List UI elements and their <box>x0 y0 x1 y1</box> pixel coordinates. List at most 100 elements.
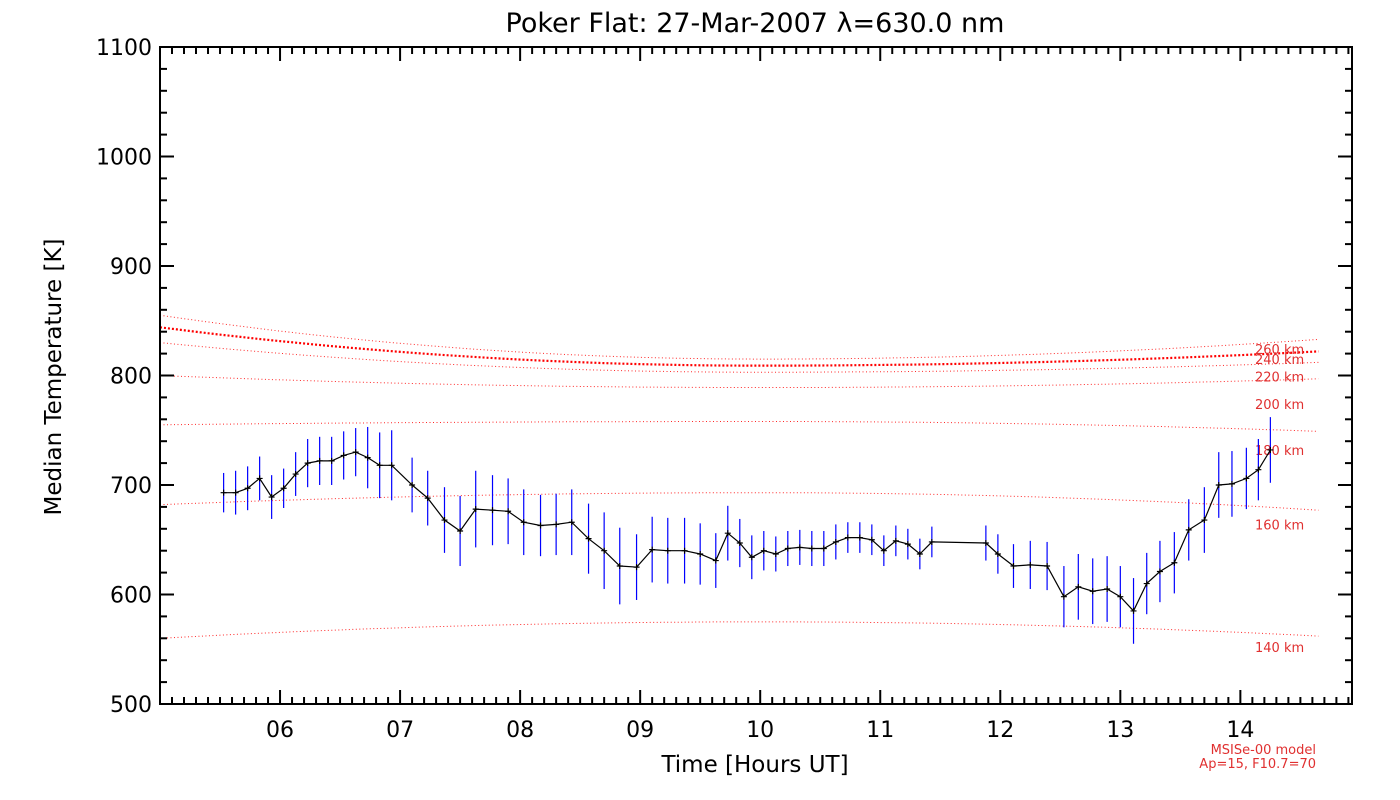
data-point <box>424 495 431 502</box>
x-tick-label: 10 <box>746 718 774 743</box>
data-point <box>1156 568 1163 575</box>
model-curve-label: 180 km <box>1255 444 1304 459</box>
data-point <box>1255 466 1262 473</box>
model-curve <box>159 421 1319 432</box>
model-curve <box>159 326 1319 367</box>
data-point <box>748 554 755 561</box>
measurement-line <box>223 449 1271 612</box>
data-point <box>1075 583 1082 590</box>
data-point <box>1185 526 1192 533</box>
model-curve-label: 160 km <box>1255 518 1304 533</box>
data-point <box>1228 480 1235 487</box>
data-point <box>304 460 311 467</box>
data-point <box>760 547 767 554</box>
data-point <box>616 563 623 570</box>
data-point <box>982 540 989 547</box>
data-point <box>1201 517 1208 524</box>
y-axis-label: Median Temperature [K] <box>41 239 67 516</box>
x-axis-label: Time [Hours UT] <box>660 752 848 778</box>
data-point <box>520 519 527 526</box>
data-point <box>1010 563 1017 570</box>
data-point <box>585 535 592 542</box>
data-point <box>1117 593 1124 600</box>
data-point <box>1171 559 1178 566</box>
data-point <box>489 507 496 514</box>
data-point <box>292 471 299 478</box>
data-point <box>280 485 287 492</box>
data-point <box>1267 446 1274 453</box>
y-tick-label: 1100 <box>96 36 152 61</box>
data-point <box>697 550 704 557</box>
model-curve-label: 140 km <box>1255 641 1304 656</box>
data-point <box>553 521 560 528</box>
data-point <box>409 482 416 488</box>
x-tick-label: 13 <box>1106 718 1134 743</box>
model-curve <box>159 342 1319 373</box>
data-point <box>457 527 464 534</box>
data-point <box>1104 586 1111 593</box>
data-point <box>1027 561 1034 568</box>
data-point <box>244 485 251 492</box>
data-point <box>1044 563 1051 570</box>
plot-frame <box>159 46 1353 705</box>
data-point <box>537 522 544 529</box>
data-point <box>388 462 395 469</box>
x-tick-label: 14 <box>1226 718 1254 743</box>
data-point <box>1243 475 1250 482</box>
data-point <box>820 545 827 552</box>
axes: 500 600 700 800 900 1000 1100 06 07 08 09 10 11 12 13 1… <box>96 36 1353 743</box>
data-point <box>232 489 239 496</box>
x-tick-label: 11 <box>866 718 894 743</box>
data-point <box>736 540 743 547</box>
data-point <box>505 508 512 515</box>
data-point <box>340 452 347 459</box>
model-curve-label: 240 km <box>1255 353 1304 368</box>
data-point <box>994 550 1001 557</box>
data-point <box>664 547 671 554</box>
data-point <box>892 537 899 544</box>
data-point <box>681 547 688 554</box>
data-point <box>364 454 371 461</box>
data-point <box>316 457 323 464</box>
x-tick-label: 12 <box>986 718 1014 743</box>
data-point <box>868 536 875 543</box>
y-tick-label: 800 <box>110 365 152 390</box>
data-point <box>880 547 887 554</box>
data-point <box>1089 588 1096 595</box>
x-tick-label: 06 <box>266 718 294 743</box>
model-curve-label: 260 km <box>1255 343 1304 358</box>
data-point <box>832 538 839 545</box>
data-point <box>1143 580 1150 587</box>
model-curve-label: 200 km <box>1255 398 1304 413</box>
y-tick-label: 700 <box>110 474 152 499</box>
data-point <box>352 449 359 456</box>
model-curve <box>159 375 1319 388</box>
model-curve <box>159 314 1319 360</box>
model-curve-label: 220 km <box>1255 371 1304 386</box>
data-point <box>472 506 479 513</box>
data-point <box>328 457 335 464</box>
data-point <box>808 545 815 552</box>
x-tick-label: 08 <box>506 718 534 743</box>
measurement-series <box>220 0 1274 644</box>
data-point <box>916 550 923 557</box>
data-point <box>568 519 575 526</box>
data-point <box>772 550 779 557</box>
data-point <box>844 534 851 541</box>
model-curve <box>159 621 1319 639</box>
y-tick-label: 500 <box>110 693 152 718</box>
data-point <box>784 545 791 552</box>
data-point <box>796 544 803 551</box>
data-point <box>256 475 263 482</box>
data-point <box>220 489 227 496</box>
data-point <box>268 494 275 501</box>
data-point <box>1060 593 1067 600</box>
data-point <box>856 534 863 541</box>
data-point <box>1215 482 1222 488</box>
y-tick-label: 1000 <box>96 146 152 171</box>
data-point <box>1130 607 1137 614</box>
model-curve <box>159 492 1319 511</box>
data-point <box>712 557 719 564</box>
